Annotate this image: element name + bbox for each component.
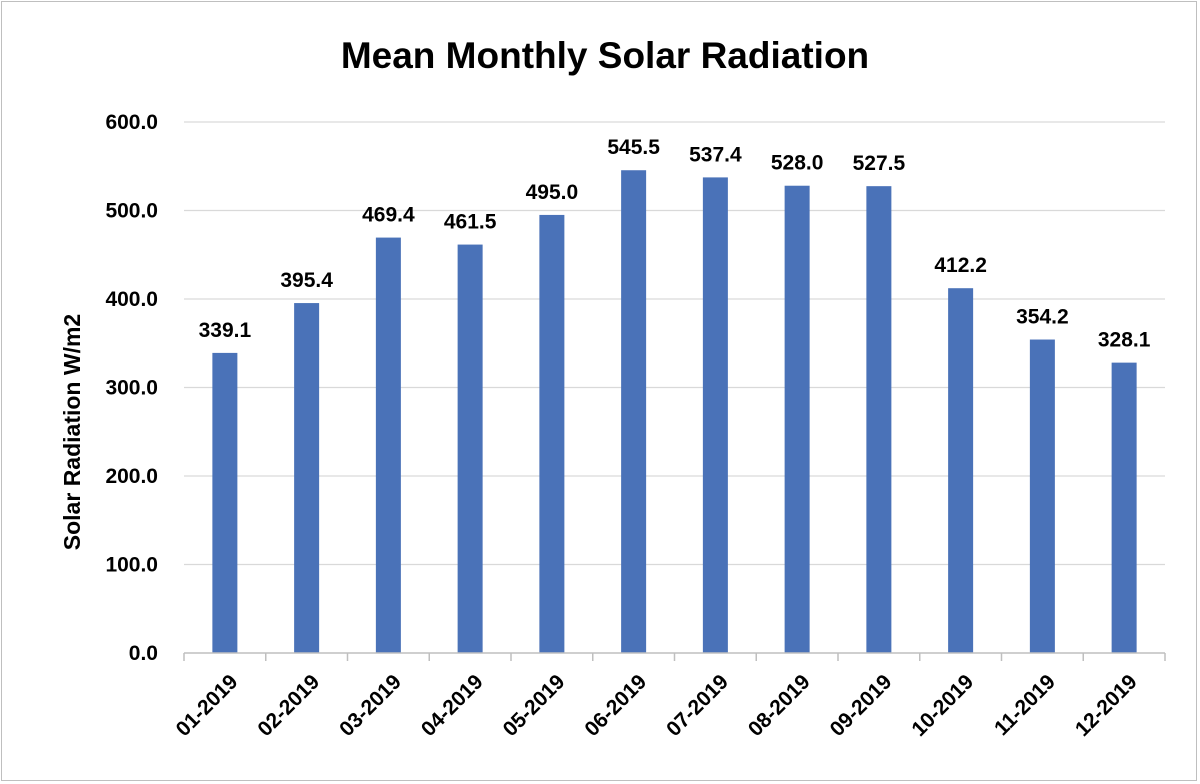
y-tick-label: 400.0 (105, 288, 158, 311)
data-label: 545.5 (607, 136, 660, 159)
data-label: 328.1 (1098, 329, 1151, 352)
bar (948, 288, 974, 653)
x-tick-label: 11-2019 (990, 670, 1060, 740)
bar (702, 177, 728, 653)
bar (1111, 362, 1137, 653)
data-label: 395.4 (280, 269, 333, 292)
bar (457, 244, 483, 653)
data-label: 339.1 (199, 319, 252, 342)
x-tick-label: 08-2019 (744, 670, 815, 741)
x-tick-label: 07-2019 (662, 670, 733, 741)
y-tick-label: 100.0 (105, 554, 158, 577)
bar (866, 186, 892, 653)
x-tick-label: 01-2019 (172, 670, 243, 741)
bars (212, 170, 1137, 654)
y-tick-label: 500.0 (105, 200, 158, 223)
x-tick-label: 06-2019 (580, 670, 651, 741)
bar (621, 170, 647, 654)
y-tick-label: 600.0 (105, 111, 158, 134)
y-axis-label: Solar Radiation W/m2 (59, 314, 85, 550)
x-tick-label: 02-2019 (253, 670, 324, 741)
data-label: 412.2 (934, 254, 987, 277)
x-tick-label: 12-2019 (1071, 670, 1142, 741)
data-label: 527.5 (853, 152, 906, 175)
data-label: 354.2 (1016, 306, 1069, 329)
x-tick-label: 03-2019 (335, 670, 406, 741)
data-label: 537.4 (689, 143, 742, 166)
bar (212, 352, 238, 653)
data-label: 495.0 (526, 181, 579, 204)
data-label: 528.0 (771, 152, 824, 175)
y-tick-label: 200.0 (105, 465, 158, 488)
bar (1029, 339, 1055, 653)
bar (375, 237, 401, 653)
chart-title: Mean Monthly Solar Radiation (341, 35, 869, 76)
x-tick-label: 05-2019 (499, 670, 570, 741)
data-label: 461.5 (444, 211, 497, 234)
x-tick-label: 04-2019 (417, 670, 488, 741)
data-labels: 339.1 395.4 469.4 461.5 495.0 545.5 537.4 528.0… (199, 136, 1151, 351)
y-tick-label: 0.0 (129, 642, 158, 665)
data-label: 469.4 (362, 204, 415, 227)
y-tick-label: 300.0 (105, 377, 158, 400)
bar (784, 185, 810, 653)
gridlines (184, 121, 1165, 566)
bar (294, 303, 320, 653)
x-tick-label: 10-2019 (907, 670, 978, 741)
bar (539, 214, 565, 654)
x-tick-label: 09-2019 (826, 670, 897, 741)
